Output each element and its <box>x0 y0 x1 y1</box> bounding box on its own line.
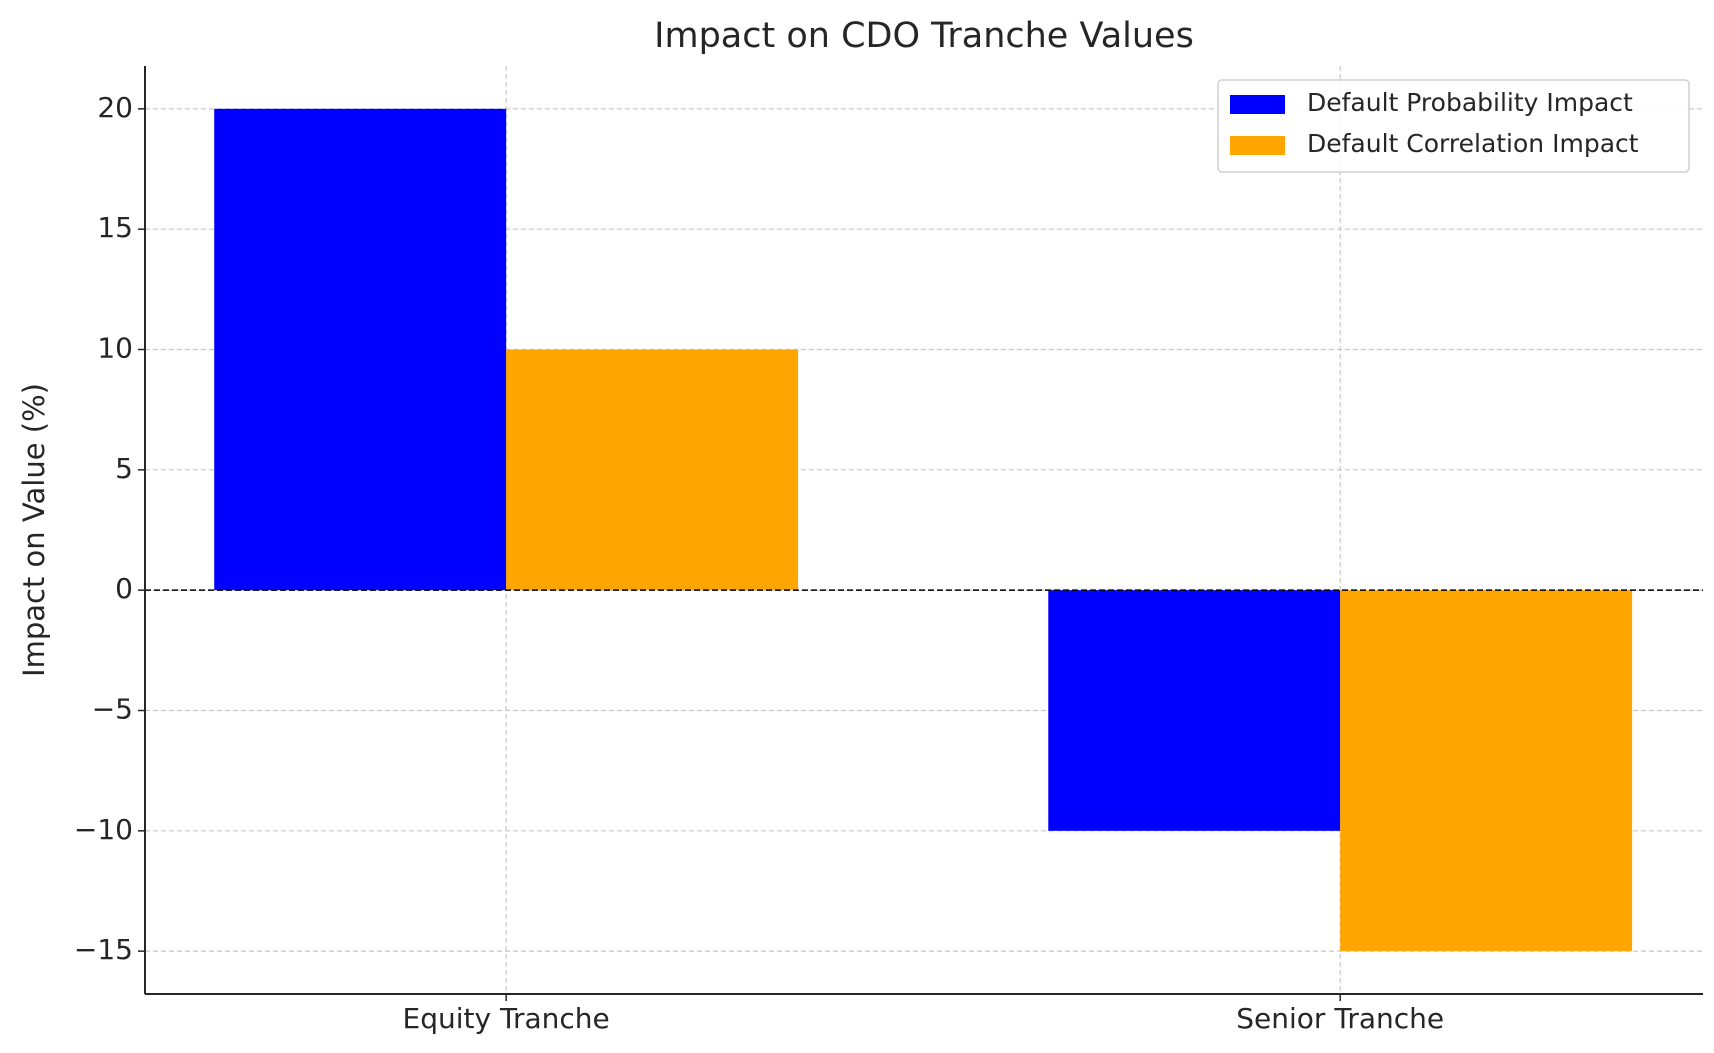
legend-swatch <box>1230 136 1285 155</box>
chart-title: Impact on CDO Tranche Values <box>654 16 1194 56</box>
legend: Default Probability Impact Default Correl… <box>1217 79 1690 173</box>
legend-label: Default Probability Impact <box>1307 88 1633 117</box>
y-axis-label: Impact on Value (%) <box>17 383 51 677</box>
x-tick-label: Equity Tranche <box>403 1002 610 1035</box>
y-tick-label: 10 <box>97 332 133 365</box>
legend-frame <box>1217 79 1690 173</box>
bar <box>1048 590 1341 831</box>
legend-swatch <box>1230 95 1285 114</box>
y-tick-label: 5 <box>115 452 133 485</box>
y-tick-label: 20 <box>97 91 133 124</box>
legend-label: Default Correlation Impact <box>1307 129 1639 158</box>
y-tick-label: 15 <box>97 211 133 244</box>
bar <box>506 349 799 591</box>
y-tick-label: −15 <box>74 933 133 966</box>
y-tick-label: 0 <box>115 572 133 605</box>
bar <box>214 108 507 591</box>
bar <box>1340 590 1633 952</box>
y-tick-label: −5 <box>92 692 133 725</box>
y-tick-label: −10 <box>74 813 133 846</box>
x-tick-label: Senior Tranche <box>1236 1002 1444 1035</box>
